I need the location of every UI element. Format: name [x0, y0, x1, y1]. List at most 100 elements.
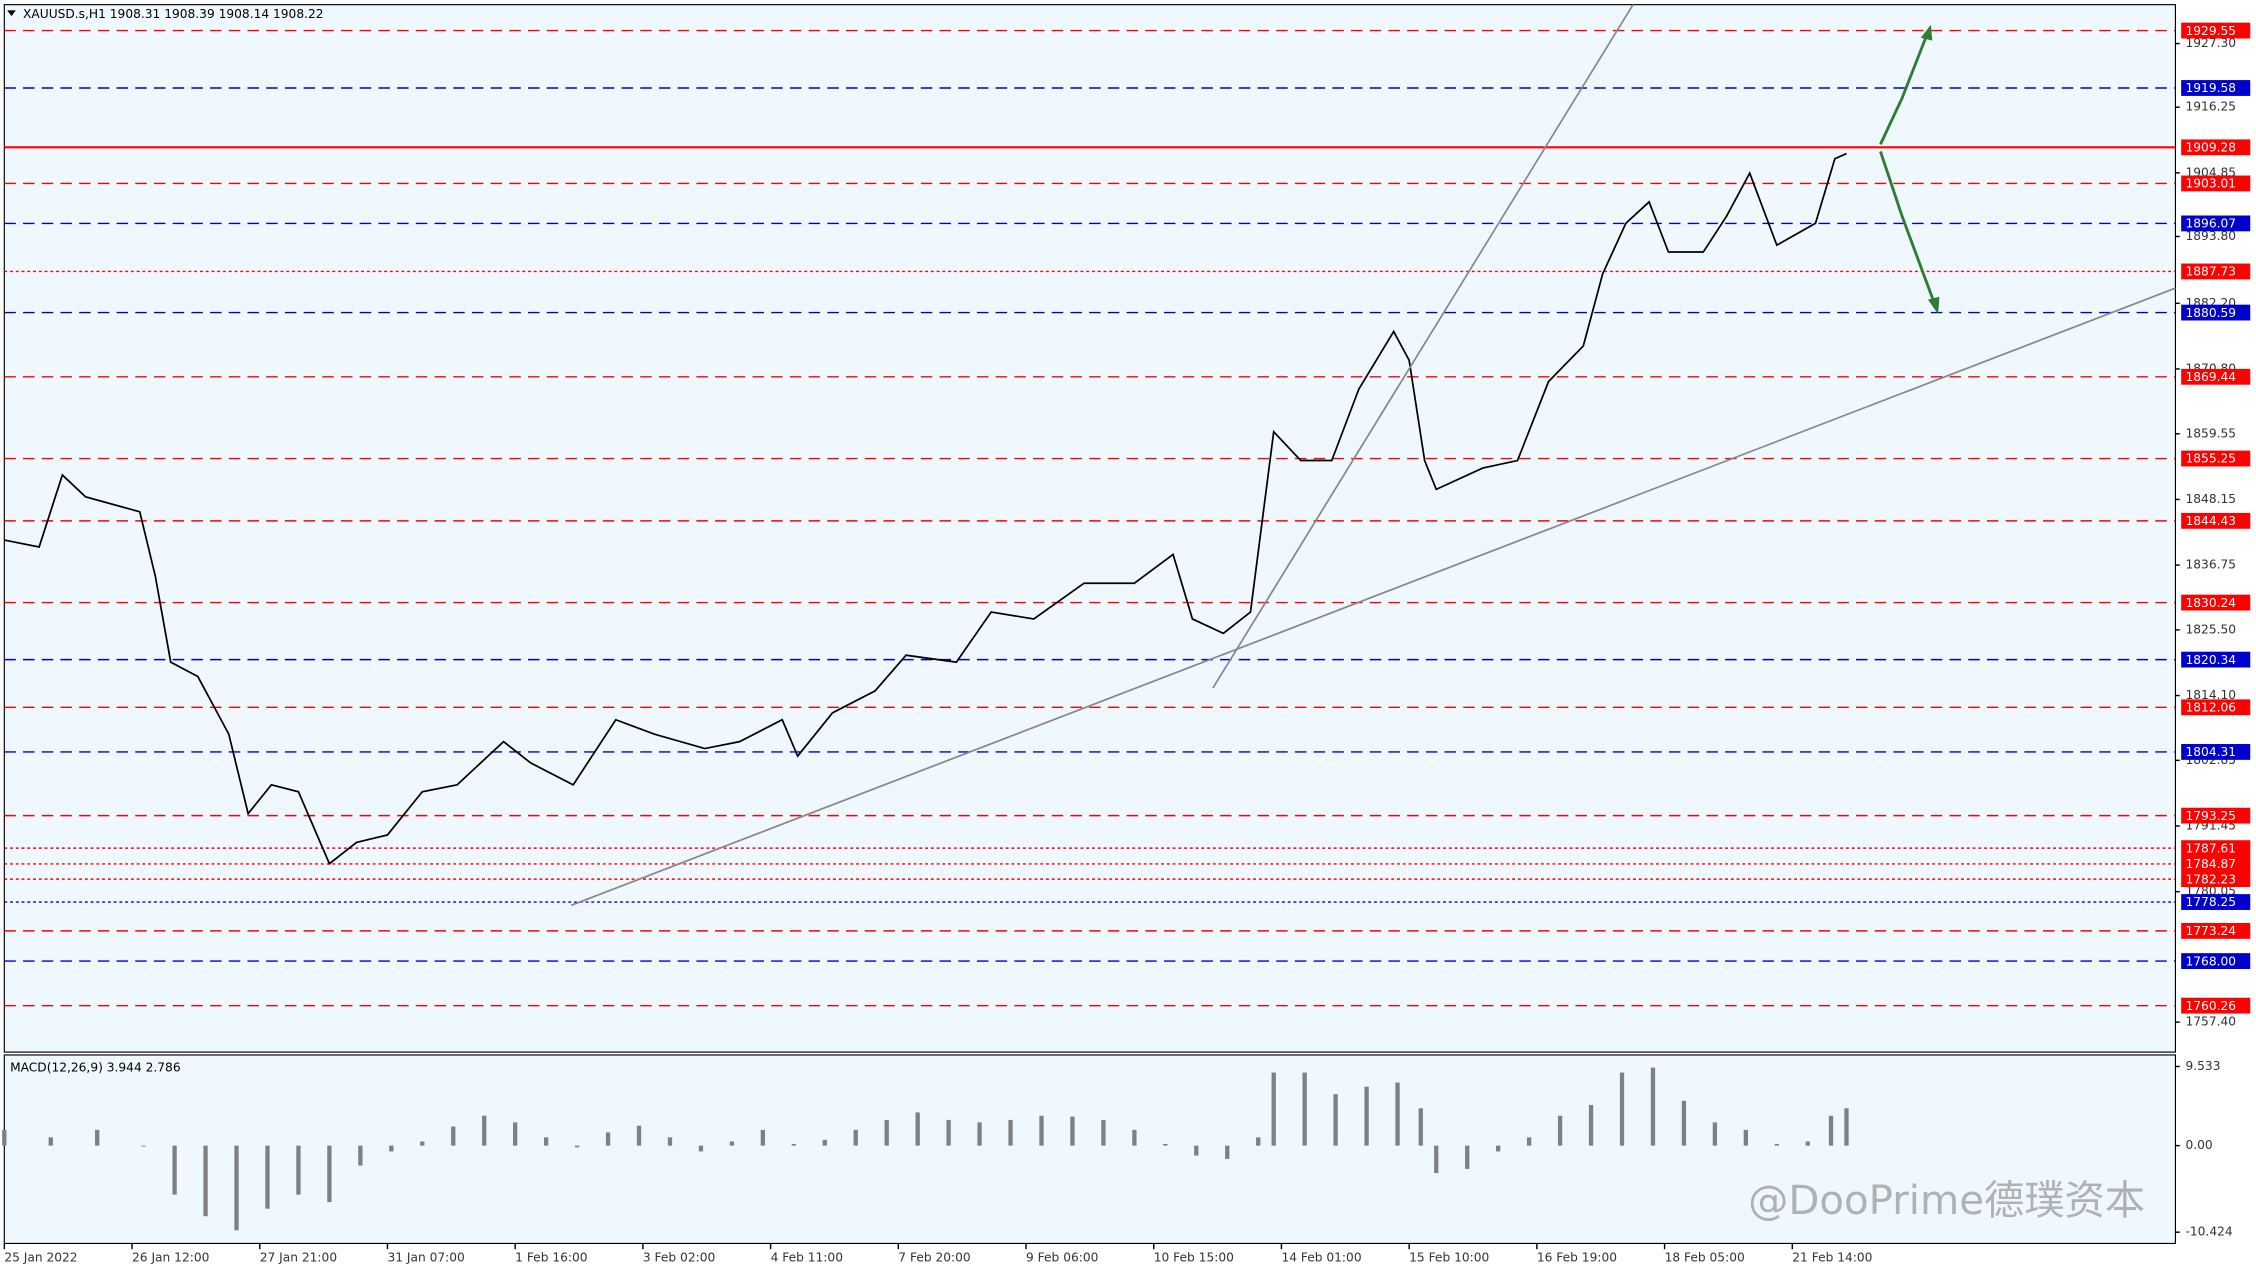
trend-line [1212, 4, 1634, 689]
y-tick-label: -10.424 [2186, 1225, 2233, 1239]
level-tag [2181, 175, 2251, 192]
level-tag [2181, 651, 2251, 668]
macd-bar [667, 1137, 673, 1146]
macd-title: MACD(12,26,9) 3.944 2.786 [10, 1060, 181, 1074]
macd-bar [1588, 1104, 1594, 1146]
macd-bar [1805, 1141, 1810, 1146]
macd-bar [853, 1129, 858, 1146]
macd-bar [915, 1112, 920, 1146]
macd-bar [1101, 1119, 1106, 1146]
macd-bar [1619, 1072, 1625, 1146]
x-tick-label: 7 Feb 20:00 [898, 1250, 970, 1264]
level-label: 1869.44 [2186, 370, 2237, 384]
macd-bar [946, 1119, 951, 1146]
level-label: 1855.25 [2186, 452, 2237, 466]
chart-title: XAUUSD.s,H1 1908.31 1908.39 1908.14 1908… [23, 7, 324, 21]
macd-bar [1008, 1119, 1013, 1146]
trend-line [570, 287, 2176, 907]
x-tick-label: 27 Jan 21:00 [260, 1250, 337, 1264]
level-tag [2181, 922, 2251, 939]
level-label: 1782.23 [2186, 872, 2237, 886]
level-label: 1844.43 [2186, 514, 2237, 528]
macd-bar [1039, 1115, 1044, 1146]
level-label: 1787.61 [2186, 841, 2237, 855]
x-tick-label: 3 Feb 02:00 [643, 1250, 715, 1264]
macd-bar [760, 1129, 766, 1146]
macd-bar [1364, 1086, 1369, 1146]
level-tag [2181, 744, 2251, 760]
level-tag [2181, 855, 2251, 872]
level-tag [2181, 263, 2251, 280]
macd-bar [1557, 1115, 1563, 1146]
level-label: 1812.06 [2186, 701, 2237, 715]
macd-bar [636, 1125, 642, 1146]
macd-bar [1828, 1115, 1834, 1146]
macd-bar [1418, 1108, 1423, 1146]
level-label: 1880.59 [2186, 306, 2237, 320]
macd-bar [234, 1145, 239, 1231]
macd-plot [3, 1054, 2177, 1245]
macd-bar [1496, 1145, 1501, 1152]
macd-bar [513, 1122, 518, 1146]
x-tick-label: 25 Jan 2022 [4, 1250, 77, 1264]
macd-bar [420, 1141, 425, 1146]
macd-bar [1395, 1082, 1400, 1146]
macd-bar [1465, 1145, 1470, 1169]
x-tick-label: 16 Feb 19:00 [1537, 1250, 1617, 1264]
macd-bar [1302, 1072, 1307, 1146]
x-tick-label: 4 Feb 11:00 [771, 1250, 843, 1264]
macd-bar [296, 1145, 301, 1195]
level-label: 1768.00 [2186, 954, 2237, 968]
level-label: 1820.34 [2186, 653, 2237, 667]
arrow-head [1920, 24, 1933, 41]
level-label: 1830.24 [2186, 596, 2237, 610]
macd-bar [605, 1132, 611, 1146]
x-tick-label: 9 Feb 06:00 [1026, 1250, 1098, 1264]
macd-bar [1434, 1145, 1439, 1174]
macd-bar [1712, 1122, 1718, 1146]
macd-bar [358, 1145, 363, 1166]
level-tag [2181, 80, 2251, 96]
y-tick-label: 0.00 [2186, 1138, 2213, 1152]
level-tag [2181, 953, 2251, 969]
macd-bar [822, 1139, 827, 1146]
level-tag [2181, 304, 2251, 321]
macd-bar [698, 1145, 704, 1152]
level-label: 1887.73 [2186, 265, 2237, 279]
macd-bar [1844, 1108, 1849, 1146]
x-tick-label: 21 Feb 14:00 [1792, 1250, 1872, 1264]
x-tick-label: 15 Feb 10:00 [1409, 1250, 1489, 1264]
x-tick-label: 31 Jan 07:00 [387, 1250, 464, 1264]
y-tick-label: 1916.25 [2186, 100, 2237, 114]
macd-bar [203, 1145, 208, 1217]
macd-bar [482, 1115, 487, 1146]
y-tick-label: 1825.50 [2186, 622, 2237, 636]
y-tick-label: 1859.55 [2186, 426, 2237, 440]
level-tag [2181, 368, 2251, 385]
y-tick-label: 1848.15 [2186, 492, 2237, 506]
level-label: 1903.01 [2186, 177, 2237, 191]
macd-bar [48, 1137, 53, 1146]
level-label: 1804.31 [2186, 745, 2237, 759]
level-tag [2181, 450, 2251, 467]
main-plot [3, 4, 2177, 1053]
level-tag [2181, 997, 2251, 1014]
level-label: 1778.25 [2186, 895, 2237, 909]
macd-bar [1163, 1143, 1168, 1146]
macd-bar [791, 1143, 796, 1146]
level-tag [2181, 871, 2251, 888]
macd-bar [1650, 1067, 1656, 1146]
macd-bar [1194, 1145, 1199, 1156]
macd-bar [389, 1145, 394, 1152]
macd-bar [1681, 1100, 1687, 1146]
layer: 1927.301916.251904.851893.801882.201870.… [2, 22, 2251, 1264]
level-tag [2181, 699, 2251, 716]
x-tick-label: 26 Jan 12:00 [132, 1250, 209, 1264]
macd-bar [172, 1145, 177, 1195]
macd-bar [1743, 1129, 1749, 1146]
y-tick-label: 1757.40 [2186, 1015, 2237, 1029]
arrow-up [1879, 31, 1930, 145]
level-tag [2181, 22, 2251, 39]
level-label: 1919.58 [2186, 81, 2237, 95]
